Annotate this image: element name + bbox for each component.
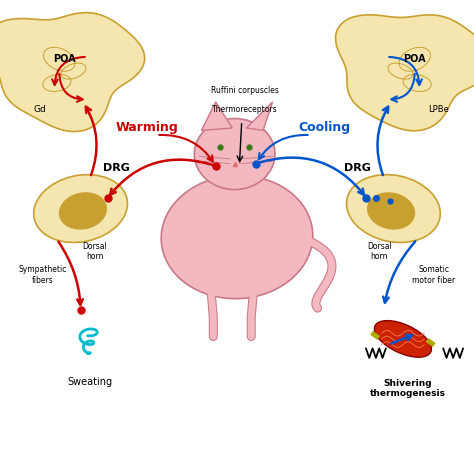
Text: Ruffini corpuscles: Ruffini corpuscles bbox=[211, 86, 279, 95]
Polygon shape bbox=[0, 13, 145, 131]
Text: Shivering
thermogenesis: Shivering thermogenesis bbox=[370, 379, 446, 398]
Text: LPBe: LPBe bbox=[428, 105, 449, 113]
Text: DRG: DRG bbox=[103, 163, 129, 173]
Polygon shape bbox=[246, 102, 273, 130]
Ellipse shape bbox=[59, 193, 107, 229]
Text: Sympathetic
fibers: Sympathetic fibers bbox=[18, 265, 67, 284]
Ellipse shape bbox=[194, 118, 275, 190]
Text: Somatic
motor fiber: Somatic motor fiber bbox=[412, 265, 455, 284]
Text: Cooling: Cooling bbox=[299, 121, 351, 135]
Text: Dorsal
horn: Dorsal horn bbox=[367, 242, 392, 261]
Text: POA: POA bbox=[53, 54, 75, 64]
Ellipse shape bbox=[346, 174, 440, 243]
Text: POA: POA bbox=[403, 54, 426, 64]
Text: Thermoreceptors: Thermoreceptors bbox=[212, 105, 278, 114]
Ellipse shape bbox=[161, 175, 313, 299]
Ellipse shape bbox=[367, 193, 415, 229]
Text: DRG: DRG bbox=[345, 163, 371, 173]
Ellipse shape bbox=[374, 320, 431, 357]
Polygon shape bbox=[201, 102, 232, 130]
Text: Warming: Warming bbox=[116, 121, 178, 135]
Polygon shape bbox=[336, 15, 474, 131]
Ellipse shape bbox=[34, 174, 128, 243]
Text: Dorsal
horn: Dorsal horn bbox=[82, 242, 107, 261]
Text: Gd: Gd bbox=[34, 105, 46, 113]
Text: Sweating: Sweating bbox=[67, 376, 113, 387]
